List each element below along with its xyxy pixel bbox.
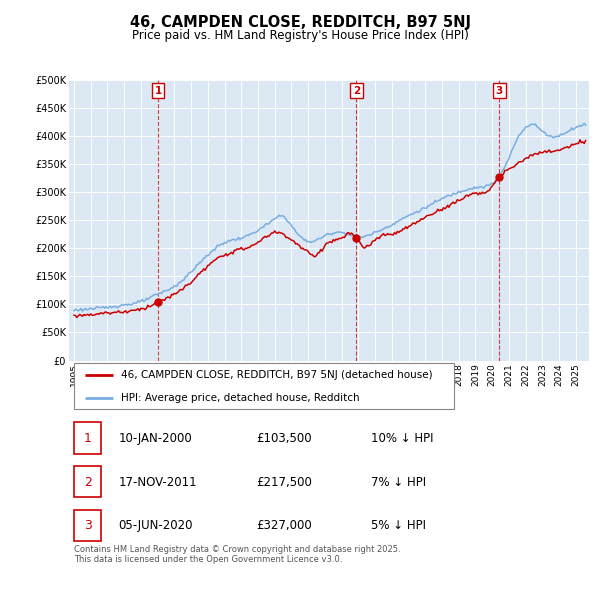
Text: 5% ↓ HPI: 5% ↓ HPI [371, 519, 426, 532]
Text: £217,500: £217,500 [256, 476, 312, 489]
Text: Price paid vs. HM Land Registry's House Price Index (HPI): Price paid vs. HM Land Registry's House … [131, 30, 469, 42]
FancyBboxPatch shape [74, 466, 101, 497]
Text: 1: 1 [154, 86, 162, 96]
Text: 46, CAMPDEN CLOSE, REDDITCH, B97 5NJ: 46, CAMPDEN CLOSE, REDDITCH, B97 5NJ [130, 15, 470, 30]
Text: 1: 1 [84, 432, 92, 445]
FancyBboxPatch shape [74, 363, 454, 409]
Text: 3: 3 [496, 86, 503, 96]
Text: 05-JUN-2020: 05-JUN-2020 [118, 519, 193, 532]
FancyBboxPatch shape [74, 422, 101, 454]
Text: 7% ↓ HPI: 7% ↓ HPI [371, 476, 426, 489]
Text: 17-NOV-2011: 17-NOV-2011 [118, 476, 197, 489]
Text: HPI: Average price, detached house, Redditch: HPI: Average price, detached house, Redd… [121, 392, 359, 402]
Text: £103,500: £103,500 [256, 432, 312, 445]
Text: Contains HM Land Registry data © Crown copyright and database right 2025.
This d: Contains HM Land Registry data © Crown c… [74, 545, 401, 565]
Text: 2: 2 [353, 86, 360, 96]
Text: 10% ↓ HPI: 10% ↓ HPI [371, 432, 433, 445]
Text: 46, CAMPDEN CLOSE, REDDITCH, B97 5NJ (detached house): 46, CAMPDEN CLOSE, REDDITCH, B97 5NJ (de… [121, 370, 433, 380]
FancyBboxPatch shape [74, 510, 101, 541]
Text: 3: 3 [84, 519, 92, 532]
Text: 10-JAN-2000: 10-JAN-2000 [118, 432, 192, 445]
Text: £327,000: £327,000 [256, 519, 312, 532]
Text: 2: 2 [84, 476, 92, 489]
